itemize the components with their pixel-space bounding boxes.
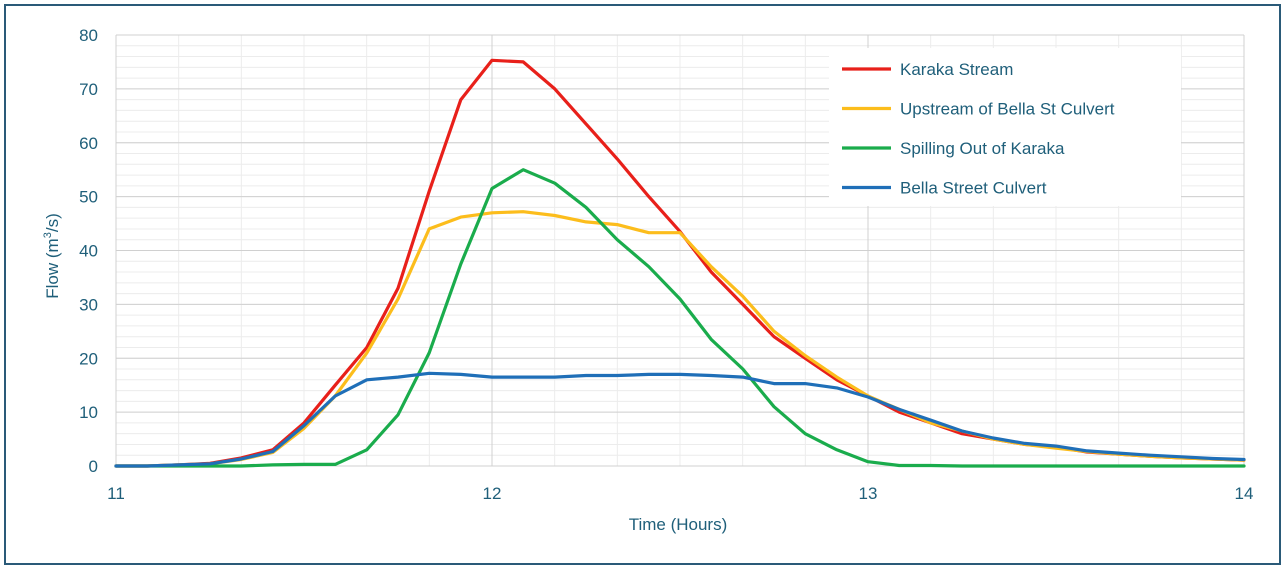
x-axis-ticks: 11 12 13 14: [107, 484, 1253, 503]
y-axis-title-end: /s): [43, 213, 62, 232]
legend-label-bella-street-culvert: Bella Street Culvert: [900, 179, 1047, 198]
legend-label-karaka-stream: Karaka Stream: [900, 60, 1013, 79]
y-axis-title-main: Flow (m: [43, 238, 62, 298]
legend-label-upstream-of-bella-st-culvert: Upstream of Bella St Culvert: [900, 100, 1115, 119]
x-tick-label: 12: [483, 484, 502, 503]
y-axis-title: Flow (m3/s): [42, 213, 62, 298]
y-tick-label: 50: [79, 188, 98, 207]
y-axis-title-sup: 3: [42, 232, 54, 238]
y-tick-label: 40: [79, 242, 98, 261]
y-tick-label: 20: [79, 349, 98, 368]
x-tick-label: 14: [1235, 484, 1254, 503]
y-axis-ticks: 0 10 20 30 40 50 60 70 80: [79, 26, 98, 476]
series-line-spilling-out-of-karaka: [114, 168, 1246, 468]
y-tick-label: 0: [89, 457, 98, 476]
y-tick-label: 10: [79, 403, 98, 422]
x-axis-title: Time (Hours): [629, 515, 728, 534]
y-tick-label: 70: [79, 80, 98, 99]
legend-box: [829, 48, 1181, 206]
x-tick-label: 13: [859, 484, 878, 503]
chart-frame: 0 10 20 30 40 50 60 70 80 11 12 13 14 Time (Hours) …: [4, 4, 1281, 565]
series-line-upstream-of-bella-st-culvert: [114, 210, 1246, 468]
legend-label-spilling-out-of-karaka: Spilling Out of Karaka: [900, 139, 1065, 158]
x-tick-label: 11: [107, 484, 125, 503]
y-tick-label: 60: [79, 134, 98, 153]
y-tick-label: 80: [79, 26, 98, 45]
legend: Karaka Stream Upstream of Bella St Culver…: [829, 48, 1181, 206]
series-line-bella-street-culvert: [114, 371, 1246, 468]
series-lines: [114, 58, 1246, 468]
y-tick-label: 30: [79, 295, 98, 314]
